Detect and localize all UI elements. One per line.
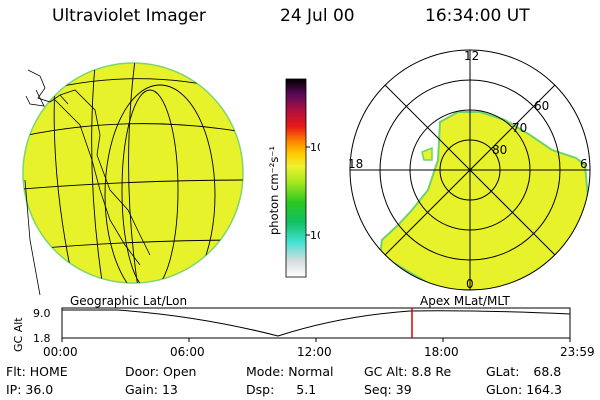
geographic-grid xyxy=(23,63,243,283)
colorbar-tick-10: 10 xyxy=(310,229,320,242)
lat-label-60: 60 xyxy=(534,99,549,113)
status-flt: Flt: HOME xyxy=(6,364,68,379)
status-mode: Mode: Normal xyxy=(246,364,334,379)
instrument-title: Ultraviolet Imager xyxy=(52,6,206,26)
status-dsp: Dsp: 5.1 xyxy=(246,382,316,397)
status-ip-label: IP: xyxy=(6,382,22,397)
mlt-label-18: 18 xyxy=(348,157,363,171)
time-ticks xyxy=(61,338,571,342)
status-seq-label: Seq: xyxy=(364,382,392,397)
polar-grid xyxy=(349,49,591,291)
status-gain-value: 13 xyxy=(161,382,178,397)
altitude-min-label: 1.8 xyxy=(33,332,51,345)
altitude-plot-frame xyxy=(61,307,571,339)
status-door-label: Door: xyxy=(125,364,160,379)
polar-plot: 12 18 6 0 80 70 60 xyxy=(348,49,591,291)
altitude-curve xyxy=(62,309,571,337)
limb-coastline xyxy=(24,69,69,296)
time-tick-0600: 06:00 xyxy=(170,345,205,359)
status-ip: IP: 36.0 xyxy=(6,382,53,397)
time-tick-0000: 00:00 xyxy=(43,345,78,359)
observation-time: 16:34:00 UT xyxy=(425,6,530,26)
status-seq: Seq: 39 xyxy=(364,382,412,397)
colorbar: 100 10 photon cm⁻²s⁻¹ xyxy=(267,78,320,278)
status-mode-label: Mode: xyxy=(246,364,285,379)
altitude-max-label: 9.0 xyxy=(33,307,51,320)
colorbar-tick-100: 100 xyxy=(310,141,320,154)
status-dsp-label: Dsp: xyxy=(246,382,275,397)
observation-date: 24 Jul 00 xyxy=(280,6,355,26)
status-mode-value: Normal xyxy=(288,364,334,379)
status-glon-label: GLon: xyxy=(486,382,523,397)
status-gain-label: Gain: xyxy=(125,382,158,397)
status-door-value: Open xyxy=(163,364,197,379)
status-seq-value: 39 xyxy=(395,382,412,397)
status-glat-label: GLat: xyxy=(486,364,520,379)
apex-panel-label: Apex MLat/MLT xyxy=(420,294,510,308)
time-tick-1200: 12:00 xyxy=(297,345,332,359)
status-gcalt: GC Alt: 8.8 Re xyxy=(364,364,451,379)
mlt-label-6: 6 xyxy=(580,157,588,171)
status-gcalt-label: GC Alt: xyxy=(364,364,408,379)
status-flt-value: HOME xyxy=(29,364,68,379)
geographic-image xyxy=(22,62,244,296)
colorbar-unit-label: photon cm⁻²s⁻¹ xyxy=(267,146,281,235)
geographic-disk xyxy=(22,62,244,284)
time-tick-1800: 18:00 xyxy=(424,345,459,359)
status-door: Door: Open xyxy=(125,364,196,379)
status-glat-value: 68.8 xyxy=(533,364,562,379)
lat-label-80: 80 xyxy=(492,143,507,157)
status-glon-value: 164.3 xyxy=(526,382,562,397)
status-glat: GLat: 68.8 xyxy=(486,364,561,379)
mlt-label-12: 12 xyxy=(464,49,479,63)
status-flt-label: Flt: xyxy=(6,364,26,379)
altitude-axis-label: GC Alt xyxy=(12,317,25,352)
status-gcalt-value: 8.8 Re xyxy=(411,364,452,379)
status-dsp-value: 5.1 xyxy=(296,382,317,397)
altitude-timeline: GC Alt 9.0 1.8 00:00 06:00 12:00 18:00 2… xyxy=(12,307,595,359)
geographic-panel-label: Geographic Lat/Lon xyxy=(70,294,188,308)
lat-label-70: 70 xyxy=(512,121,527,135)
status-ip-value: 36.0 xyxy=(25,382,54,397)
colorbar-gradient xyxy=(285,78,307,278)
status-gain: Gain: 13 xyxy=(125,382,178,397)
time-tick-2359: 23:59 xyxy=(560,345,595,359)
auroral-image-region xyxy=(378,111,590,290)
mlt-label-0: 0 xyxy=(466,277,474,291)
auroral-patch xyxy=(421,146,433,161)
status-glon: GLon: 164.3 xyxy=(486,382,562,397)
